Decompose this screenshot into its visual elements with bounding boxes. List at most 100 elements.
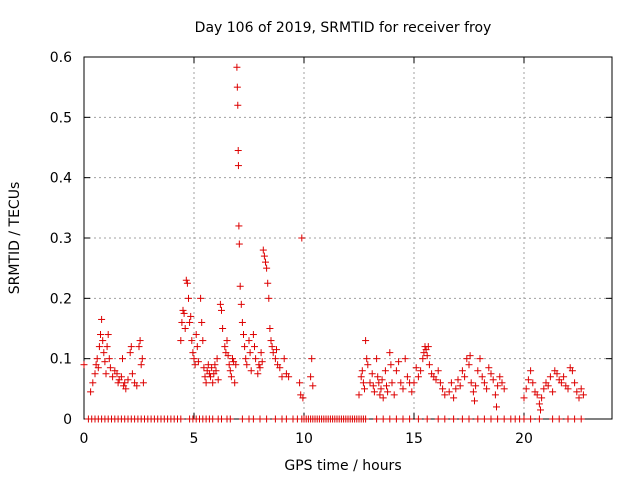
data-point: [496, 373, 504, 381]
data-point: [494, 415, 502, 423]
data-point: [101, 358, 109, 366]
data-point: [229, 355, 236, 363]
data-point: [114, 379, 122, 387]
data-point: [252, 355, 260, 363]
y-tick-label: 0.6: [50, 50, 72, 66]
data-point: [177, 415, 185, 423]
data-point: [483, 385, 491, 393]
data-point: [485, 364, 493, 372]
axis-ticks: [83, 56, 612, 420]
y-tick-label: 0: [63, 412, 72, 428]
data-point: [527, 367, 535, 375]
data-point: [126, 349, 134, 357]
data-point: [377, 385, 385, 393]
data-point: [546, 373, 554, 381]
data-point: [447, 379, 455, 387]
data-point: [234, 101, 242, 109]
data-point: [265, 294, 273, 302]
data-point: [271, 415, 279, 423]
data-point: [414, 415, 422, 423]
data-point: [410, 379, 418, 387]
data-point: [571, 379, 579, 387]
data-point: [369, 382, 377, 390]
data-point: [386, 349, 394, 357]
data-point: [226, 415, 234, 423]
data-point: [370, 388, 378, 396]
data-point: [245, 337, 253, 345]
data-point: [379, 415, 387, 423]
data-point: [181, 325, 189, 332]
data-point: [557, 379, 565, 387]
data-point: [375, 379, 383, 387]
data-point: [236, 282, 244, 290]
data-point: [87, 388, 95, 396]
data-point: [419, 355, 427, 363]
data-point: [218, 306, 225, 314]
data-point: [233, 83, 241, 91]
data-point: [119, 355, 126, 363]
data-point: [94, 364, 102, 372]
data-point: [493, 403, 500, 411]
data-point: [465, 415, 473, 423]
data-point: [401, 355, 409, 363]
data-point: [136, 337, 144, 345]
data-point: [414, 373, 422, 381]
data-point: [469, 388, 477, 396]
data-points: [80, 63, 587, 423]
data-point: [358, 367, 366, 375]
data-point: [109, 373, 117, 381]
data-point: [235, 240, 243, 248]
data-point: [487, 370, 495, 378]
data-point: [555, 415, 563, 423]
data-point: [361, 385, 368, 393]
data-point: [465, 361, 473, 369]
data-point: [189, 349, 197, 357]
data-point: [240, 331, 247, 339]
data-point: [373, 415, 381, 423]
data-point: [224, 352, 232, 360]
data-point: [390, 391, 398, 399]
y-tick-label: 0.5: [50, 110, 72, 126]
data-point: [298, 234, 306, 242]
data-point: [434, 415, 442, 423]
data-point: [269, 349, 277, 357]
data-point: [266, 325, 274, 332]
data-point: [128, 370, 136, 378]
y-tick-label: 0.4: [50, 171, 72, 187]
data-point: [450, 415, 458, 423]
data-point: [392, 415, 400, 423]
data-point: [223, 337, 231, 345]
data-point: [376, 391, 384, 399]
data-point: [524, 376, 532, 384]
data-point: [399, 415, 407, 423]
data-point: [182, 276, 190, 284]
data-point: [208, 364, 216, 372]
data-point: [259, 246, 267, 254]
data-point: [139, 379, 147, 387]
data-point: [498, 379, 506, 387]
data-point: [436, 379, 444, 387]
data-point: [540, 385, 548, 393]
data-point: [577, 385, 585, 393]
data-point: [104, 331, 112, 339]
x-tick-label: 15: [405, 431, 423, 447]
data-point: [357, 373, 365, 381]
data-point: [494, 382, 502, 390]
data-point: [273, 346, 280, 354]
data-point: [575, 394, 583, 402]
data-point: [199, 337, 207, 345]
data-point: [97, 331, 104, 339]
y-tick-label: 0.2: [50, 291, 72, 307]
data-point: [271, 355, 279, 363]
data-point: [214, 376, 222, 384]
data-point: [368, 370, 376, 378]
data-point: [137, 361, 145, 369]
data-point: [491, 391, 499, 399]
data-point: [95, 343, 103, 351]
data-point: [267, 337, 275, 345]
y-tick-label: 0.3: [50, 231, 72, 247]
data-point: [256, 415, 264, 423]
data-point: [187, 312, 195, 320]
data-point: [452, 385, 460, 393]
data-point: [237, 300, 245, 308]
